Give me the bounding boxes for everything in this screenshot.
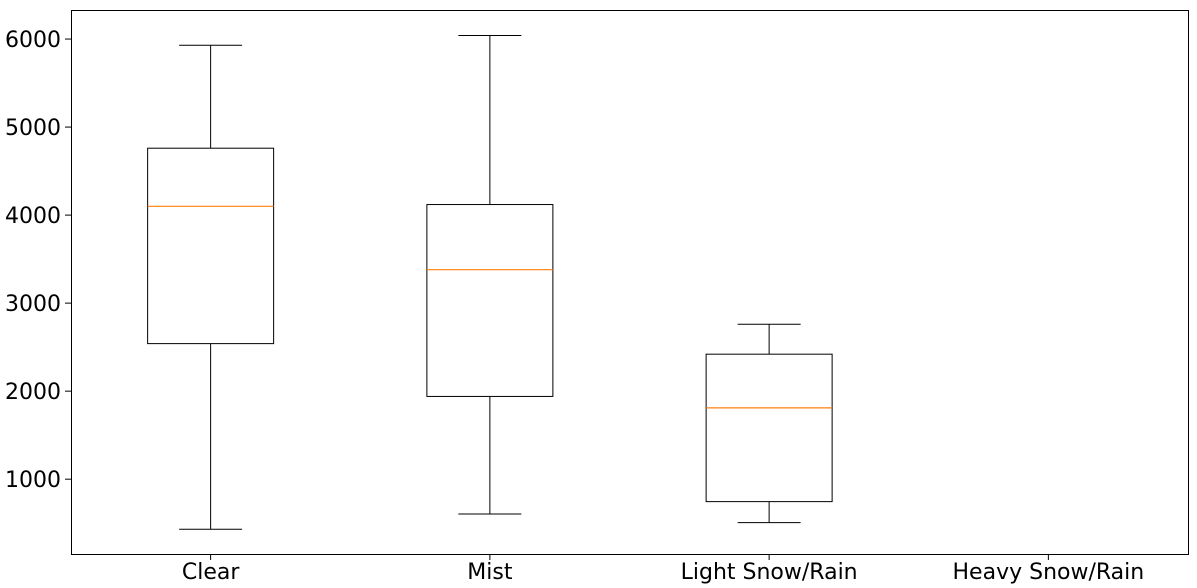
x-tick-label: Heavy Snow/Rain: [953, 560, 1145, 585]
y-tick-label: 2000: [5, 380, 61, 405]
x-tick-label: Mist: [467, 560, 513, 585]
y-tick-label: 1000: [5, 468, 61, 493]
box-light-snow-rain: [705, 323, 833, 524]
iqr-box: [147, 147, 275, 345]
x-tick-label: Clear: [182, 560, 240, 585]
plot-frame: [71, 10, 1189, 555]
box-clear: [147, 44, 275, 530]
y-tick-label: 5000: [5, 116, 61, 141]
y-tick-label: 4000: [5, 204, 61, 229]
y-tick-label: 6000: [5, 28, 61, 53]
iqr-box: [705, 353, 833, 503]
y-axis: 1000 2000 3000 4000 5000 6000: [5, 28, 71, 493]
y-tick-label: 3000: [5, 292, 61, 317]
boxes-layer: [147, 35, 833, 530]
x-tick-label: Light Snow/Rain: [681, 560, 858, 585]
iqr-box: [426, 204, 554, 397]
x-axis: Clear Mist Light Snow/Rain Heavy Snow/Rain: [182, 554, 1144, 585]
box-mist: [426, 35, 554, 515]
